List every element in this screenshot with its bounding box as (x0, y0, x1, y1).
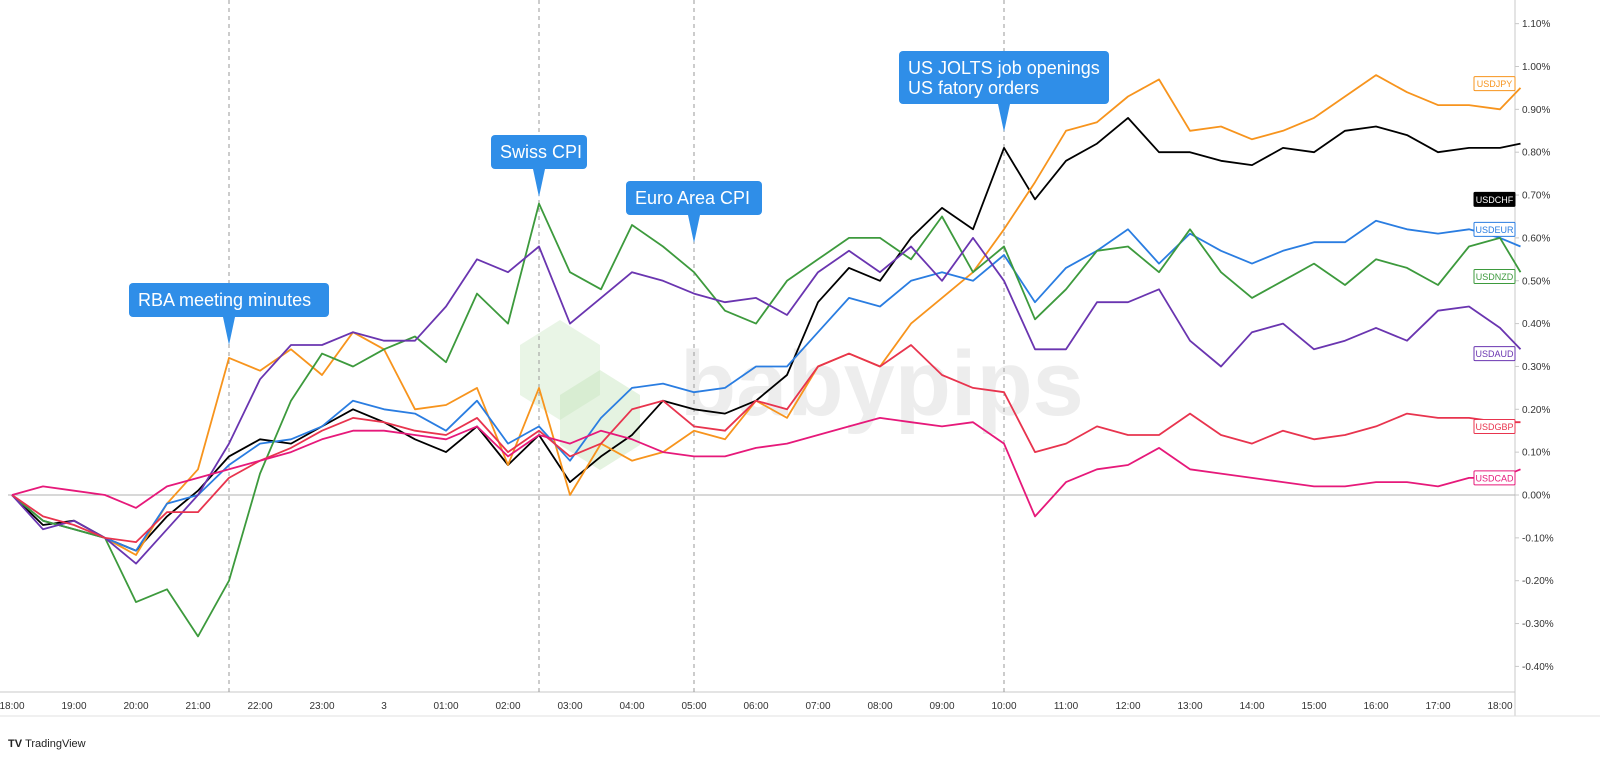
watermark: babypips (520, 320, 1084, 470)
series-tags: USDCHF USDJPY USDEUR USDNZD USDAUD USDGBP USDC… (1473, 76, 1516, 486)
x-tick-label: 12:00 (1115, 701, 1140, 712)
watermark-cube-icon (520, 320, 600, 420)
series-tag-label: USDJPY (1477, 79, 1513, 89)
event-callout-box (899, 51, 1109, 104)
event-callout-label: RBA meeting minutes (138, 290, 311, 310)
y-tick-label: 0.00% (1522, 491, 1550, 502)
series-line-usdnzd (11, 202, 1522, 638)
x-tick-label: 20:00 (123, 701, 148, 712)
x-tick-label: 18:00 (1487, 701, 1512, 712)
y-axis: -0.40% -0.30% -0.20% -0.10% 0.00% 0.10% 0.20% 0… (1515, 19, 1554, 673)
event-callout-label: Euro Area CPI (635, 188, 750, 208)
series-lines (11, 74, 1522, 638)
tradingview-brand: TradingView (25, 738, 86, 750)
y-tick-label: 0.70% (1522, 191, 1550, 202)
x-tick-label: 02:00 (495, 701, 520, 712)
series-tag-box (1473, 76, 1516, 92)
y-tick-label: 0.50% (1522, 276, 1550, 287)
series-tag-box (1473, 221, 1516, 237)
series-tag-usdgbp: USDGBP (1473, 418, 1516, 434)
event-callout-label: US JOLTS job openings (908, 58, 1100, 78)
series-tag-label: USDAUD (1475, 349, 1514, 359)
y-tick-label: 0.60% (1522, 233, 1550, 244)
series-tag-box (1473, 191, 1516, 207)
x-tick-label: 07:00 (805, 701, 830, 712)
x-tick-label: 18:00 (0, 701, 25, 712)
event-callout-box (129, 283, 329, 317)
x-tick-label: 08:00 (867, 701, 892, 712)
y-tick-label: 0.80% (1522, 148, 1550, 159)
y-tick-label: -0.20% (1522, 576, 1554, 587)
tradingview-mark: TV (8, 738, 23, 750)
x-tick-label: 01:00 (433, 701, 458, 712)
x-tick-label: 09:00 (929, 701, 954, 712)
y-tick-label: 1.10% (1522, 19, 1550, 30)
x-tick-label: 13:00 (1177, 701, 1202, 712)
y-tick-label: 0.10% (1522, 448, 1550, 459)
event-callout-pointer (533, 169, 545, 197)
x-tick-label: 19:00 (61, 701, 86, 712)
x-tick-label: 10:00 (991, 701, 1016, 712)
series-tag-label: USDNZD (1476, 272, 1514, 282)
event-callout-label: US fatory orders (908, 78, 1039, 98)
event-callout-label: Swiss CPI (500, 142, 582, 162)
x-tick-label: 15:00 (1301, 701, 1326, 712)
tradingview-logo: TV TradingView (8, 738, 86, 750)
y-tick-label: 0.40% (1522, 319, 1550, 330)
x-tick-label: 16:00 (1363, 701, 1388, 712)
x-tick-label: 14:00 (1239, 701, 1264, 712)
y-tick-label: 0.90% (1522, 105, 1550, 116)
event-callout: RBA meeting minutes (129, 283, 329, 345)
event-callout-pointer (223, 317, 235, 345)
y-tick-label: -0.30% (1522, 619, 1554, 630)
series-tag-box (1473, 346, 1516, 362)
series-tag-usdaud: USDAUD (1473, 346, 1516, 362)
series-line-usdchf (11, 117, 1521, 552)
series-tag-box (1473, 470, 1516, 486)
series-line-usdeur (11, 219, 1521, 552)
event-callout-box (491, 135, 587, 169)
y-tick-label: -0.40% (1522, 662, 1554, 673)
series-tag-label: USDGBP (1475, 422, 1513, 432)
y-tick-label: 0.20% (1522, 405, 1550, 416)
series-tag-label: USDCAD (1475, 473, 1514, 483)
series-tag-usdnzd: USDNZD (1473, 268, 1516, 284)
x-tick-label: 03:00 (557, 701, 582, 712)
x-tick-label: 21:00 (185, 701, 210, 712)
event-callout-box (626, 181, 762, 215)
series-tag-usdjpy: USDJPY (1473, 76, 1516, 92)
x-tick-label: 06:00 (743, 701, 768, 712)
series-tag-usdeur: USDEUR (1473, 221, 1516, 237)
x-axis: 18:00 19:00 20:00 21:00 22:00 23:00 3 01:00 02:0… (0, 701, 1513, 712)
x-tick-label: 23:00 (309, 701, 334, 712)
series-tag-box (1473, 268, 1516, 284)
chart-frame (0, 0, 1600, 717)
series-tag-box (1473, 418, 1516, 434)
x-tick-label: 05:00 (681, 701, 706, 712)
series-tag-label: USDEUR (1475, 225, 1514, 235)
event-callout: Swiss CPI (491, 135, 587, 197)
x-tick-label: 22:00 (247, 701, 272, 712)
series-tag-label: USDCHF (1476, 195, 1514, 205)
series-tag-usdcad: USDCAD (1473, 470, 1516, 486)
y-tick-label: 0.30% (1522, 362, 1550, 373)
series-line-usdcad (11, 416, 1521, 518)
y-tick-label: -0.10% (1522, 533, 1554, 544)
x-tick-label: 3 (381, 701, 387, 712)
event-callout-pointer (998, 104, 1010, 132)
event-callout: Euro Area CPI (626, 181, 762, 243)
y-tick-label: 1.00% (1522, 62, 1550, 73)
x-tick-label: 11:00 (1054, 701, 1079, 712)
event-callout-pointer (688, 215, 700, 243)
series-tag-usdchf: USDCHF (1473, 191, 1516, 207)
series-line-usdjpy (11, 74, 1522, 556)
x-tick-label: 17:00 (1425, 701, 1450, 712)
series-line-usdaud (11, 236, 1522, 565)
event-callouts: RBA meeting minutes Swiss CPI Euro Area CP… (129, 51, 1109, 345)
x-tick-label: 04:00 (619, 701, 644, 712)
